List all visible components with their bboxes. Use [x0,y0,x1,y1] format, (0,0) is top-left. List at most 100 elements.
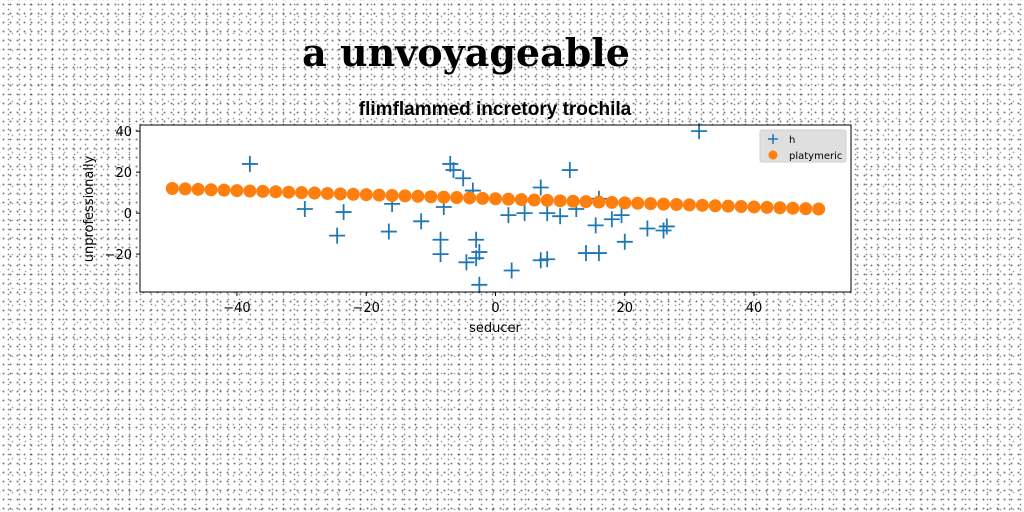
data-marks [165,123,826,293]
platymeric-point-12 [320,186,334,200]
x-axis-label: seducer [469,321,521,336]
x-tick-label: 40 [746,301,763,316]
chart-title: flimflammed incretory trochila [359,99,632,120]
platymeric-point-29 [540,193,554,207]
h-point-22 [532,252,549,269]
legend-box [759,129,847,163]
platymeric-point-16 [372,188,386,202]
y-tick-label: 0 [124,207,132,222]
platymeric-point-38 [657,197,671,211]
legend-label-platymeric: platymeric [789,151,842,162]
platymeric-point-11 [308,186,322,200]
platymeric-point-6 [243,184,257,198]
platymeric-point-23 [463,191,477,205]
platymeric-point-15 [359,188,373,202]
platymeric-point-13 [333,187,347,201]
h-point-4 [380,223,397,240]
platymeric-point-19 [411,189,425,203]
h-point-20 [503,262,520,279]
h-point-37 [655,222,672,239]
platymeric-point-10 [295,186,309,200]
h-point-35 [616,233,633,250]
platymeric-point-1 [178,182,192,196]
platymeric-point-4 [217,183,231,197]
h-point-0 [241,155,258,172]
h-point-8 [432,246,449,263]
platymeric-point-32 [579,195,593,209]
h-point-33 [603,211,620,228]
platymeric-point-35 [618,196,632,210]
platymeric-point-3 [204,183,218,197]
platymeric-point-5 [230,184,244,198]
h-point-3 [335,204,352,221]
platymeric-point-18 [398,189,412,203]
figure-suptitle: a unvoyageable [302,30,630,75]
y-tick-label: −20 [105,248,132,263]
platymeric-point-42 [708,199,722,213]
platymeric-point-27 [514,193,528,207]
x-axis: −40 −20 0 20 40 [223,292,762,316]
platymeric-point-36 [631,196,645,210]
h-point-19 [500,207,517,224]
platymeric-point-25 [489,192,502,206]
x-tick-label: 20 [616,301,633,316]
legend-marker-h [768,134,778,144]
platymeric-point-41 [695,198,709,212]
platymeric-point-21 [437,190,451,204]
platymeric-point-34 [605,195,619,209]
y-tick-label: 20 [115,166,132,181]
y-tick-label: 40 [115,125,132,140]
y-axis: −20 0 20 40 [105,125,140,263]
platymeric-point-28 [527,193,541,207]
platymeric-point-31 [566,194,580,208]
platymeric-point-20 [424,190,438,204]
h-point-39 [691,123,708,140]
h-point-17 [471,276,488,293]
h-point-26 [552,208,569,225]
h-point-27 [561,162,578,179]
platymeric-point-49 [799,202,813,216]
legend: h platymeric [759,129,847,163]
platymeric-point-0 [165,182,179,196]
h-point-34 [613,207,630,224]
platymeric-point-7 [256,184,270,198]
platymeric-point-47 [773,201,787,215]
h-point-36 [639,220,656,237]
h-point-32 [590,245,607,262]
x-tick-label: −20 [353,301,380,316]
platymeric-point-37 [644,197,658,211]
h-point-11 [445,162,462,179]
h-point-2 [329,227,346,244]
h-point-18 [471,244,488,261]
platymeric-point-40 [682,198,696,212]
h-point-13 [458,254,475,271]
platymeric-point-48 [786,201,800,215]
platymeric-point-9 [282,185,296,199]
legend-label-h: h [789,135,795,146]
platymeric-point-39 [669,198,683,212]
h-point-1 [296,201,313,218]
platymeric-point-43 [721,199,735,213]
platymeric-point-44 [734,200,748,214]
h-point-21 [516,205,533,222]
h-point-7 [432,231,449,248]
h-point-6 [413,213,430,230]
x-tick-label: 0 [491,301,499,316]
platymeric-point-45 [747,200,761,214]
h-point-38 [658,218,675,235]
platymeric-point-24 [476,191,490,205]
h-point-25 [539,205,556,222]
h-point-12 [455,170,472,187]
h-point-15 [468,231,485,248]
platymeric-point-33 [592,195,606,209]
x-tick-label: −40 [223,301,250,316]
platymeric-point-2 [191,182,205,196]
platymeric-point-50 [812,202,826,216]
platymeric-point-46 [760,200,774,214]
platymeric-point-22 [450,191,464,205]
h-point-23 [532,179,549,196]
h-point-30 [587,217,604,234]
legend-marker-platymeric [768,150,778,160]
platymeric-point-8 [269,185,283,199]
